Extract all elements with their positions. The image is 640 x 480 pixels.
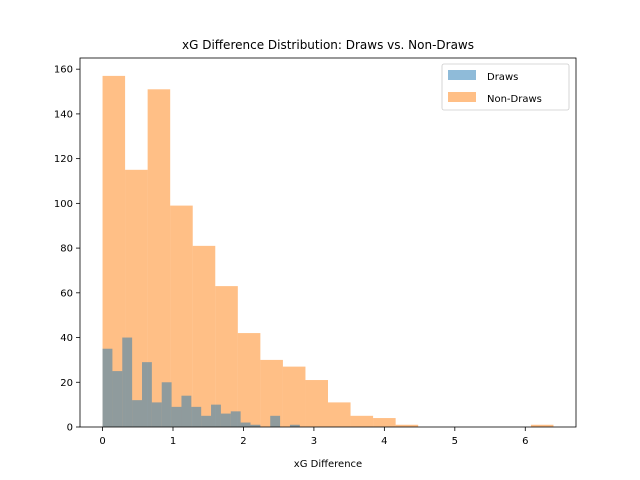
draws-bar-3 (132, 400, 142, 427)
non-draws-bar-9 (305, 380, 328, 427)
chart-title: xG Difference Distribution: Draws vs. No… (182, 38, 474, 52)
non-draws-bar-5 (215, 286, 238, 427)
non-draws-bar-11 (350, 415, 374, 427)
y-tick-label-100: 100 (54, 199, 73, 210)
y-tick-label-60: 60 (60, 288, 73, 299)
x-tick-label-4: 4 (381, 436, 387, 447)
legend-label-non-draws: Non-Draws (487, 94, 542, 105)
draws-bars (102, 337, 300, 427)
y-tick-label-140: 140 (54, 109, 73, 120)
non-draws-bar-2 (147, 89, 171, 428)
non-draws-bar-7 (260, 359, 283, 427)
y-tick-label-20: 20 (60, 378, 73, 389)
draws-bar-8 (181, 395, 192, 427)
y-tick-label-80: 80 (60, 244, 73, 255)
x-tick-label-0: 0 (99, 436, 105, 447)
y-tick-label-40: 40 (60, 333, 73, 344)
draws-bar-19 (289, 424, 300, 427)
non-draws-bar-4 (192, 245, 216, 427)
non-draws-bar-8 (282, 366, 306, 427)
non-draws-bars (102, 75, 554, 428)
draws-bar-6 (161, 382, 172, 427)
draws-bar-12 (220, 413, 231, 427)
non-draws-bar-13 (395, 424, 419, 427)
x-tick-label-2: 2 (240, 436, 246, 447)
x-tick-label-1: 1 (170, 436, 176, 447)
legend-swatch-non-draws (448, 92, 476, 102)
y-tick-label-160: 160 (54, 65, 73, 76)
draws-bar-13 (230, 411, 241, 427)
y-tick-label-0: 0 (67, 423, 73, 434)
legend-label-draws: Draws (487, 72, 518, 83)
draws-bar-15 (250, 424, 261, 427)
x-tick-label-6: 6 (522, 436, 528, 447)
draws-bar-10 (201, 415, 212, 427)
x-tick-label-3: 3 (311, 436, 317, 447)
x-tick-label-5: 5 (452, 436, 458, 447)
non-draws-bar-12 (373, 418, 396, 427)
draws-bar-7 (171, 406, 182, 427)
draws-bar-2 (122, 337, 133, 427)
non-draws-bar-6 (237, 333, 261, 427)
y-axis: 0 20 40 60 80 100 120 140 160 (54, 65, 80, 434)
legend: Draws Non-Draws (441, 63, 570, 111)
non-draws-bar-3 (170, 205, 193, 427)
draws-bar-4 (142, 362, 152, 427)
draws-bar-17 (270, 415, 281, 427)
draws-bar-5 (151, 402, 162, 427)
non-draws-bar-19 (530, 424, 554, 427)
y-tick-label-120: 120 (54, 154, 73, 165)
draws-bar-1 (112, 371, 123, 427)
draws-bar-0 (102, 348, 113, 427)
non-draws-bar-0 (102, 75, 126, 428)
x-axis-label: xG Difference (294, 459, 362, 470)
non-draws-bar-10 (328, 402, 351, 427)
plot-frame (79, 57, 577, 428)
draws-bar-9 (191, 406, 202, 427)
draws-bar-14 (240, 422, 251, 427)
x-axis: 0 1 2 3 4 5 6 (99, 427, 528, 447)
legend-swatch-draws (448, 70, 476, 80)
draws-bar-11 (211, 404, 221, 427)
